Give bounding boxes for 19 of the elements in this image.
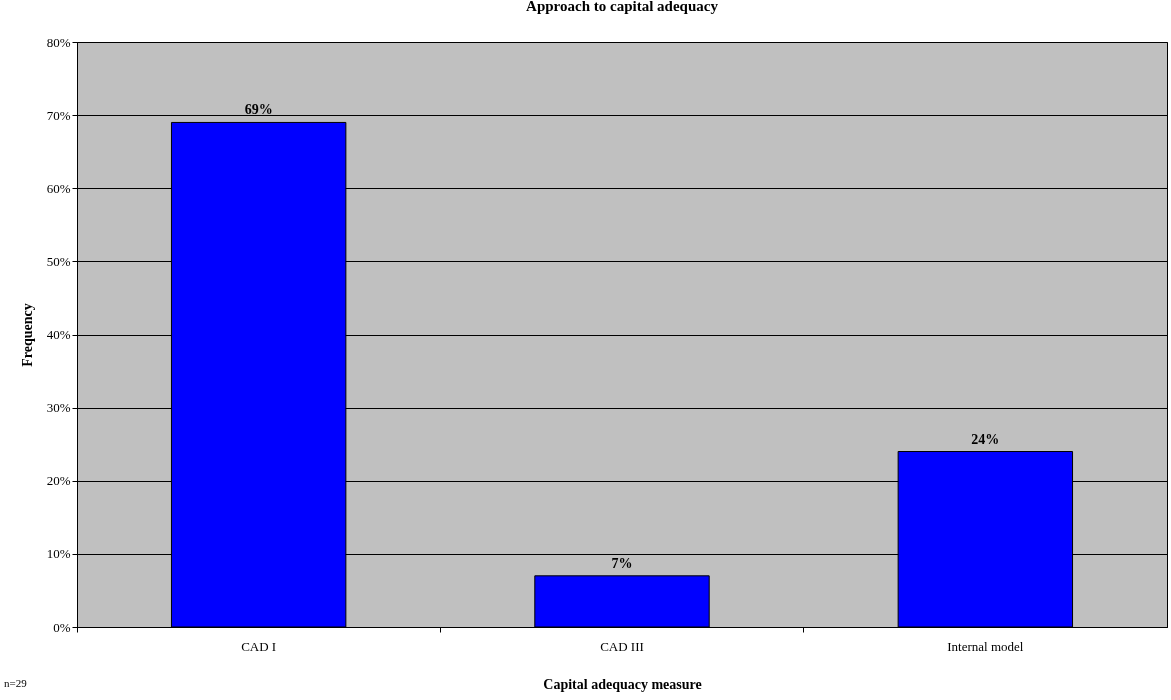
x-tick-label: CAD I: [241, 638, 277, 654]
text: n=29: [4, 677, 27, 689]
y-tick-label: 30%: [46, 400, 71, 416]
y-tick-label: 70%: [46, 107, 71, 123]
y-tick-label: 80%: [46, 34, 71, 50]
chart-title: Approach to capital adequacy: [526, 0, 719, 14]
y-tick-label: 20%: [46, 473, 71, 489]
data-label: 24%: [971, 431, 1000, 447]
x-tick-label: CAD III: [600, 638, 644, 654]
x-tick-label: Internal model: [947, 638, 1024, 654]
data-label: 69%: [244, 102, 273, 118]
y-tick-label: 40%: [46, 327, 71, 342]
y-tick-label: 50%: [46, 253, 71, 269]
y-tick-label: 0%: [53, 619, 71, 635]
y-tick-label: 10%: [46, 546, 71, 562]
x-axis-title: Capital adequacy measure: [543, 676, 702, 692]
y-axis-title: Frequency: [19, 303, 35, 367]
y-tick-label: 60%: [46, 180, 71, 196]
data-label: 7%: [611, 555, 633, 571]
